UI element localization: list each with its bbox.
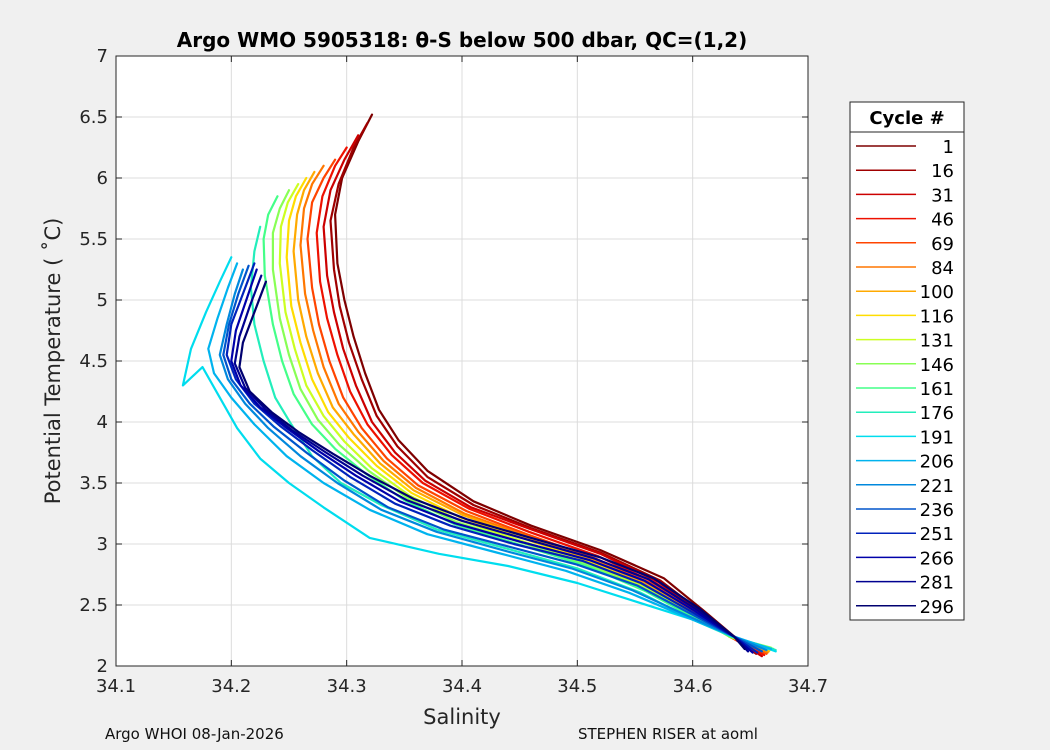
series-line-cycle-296 xyxy=(238,280,746,650)
x-tick-label: 34.7 xyxy=(788,676,828,697)
series-line-cycle-100 xyxy=(292,170,770,653)
legend-entries: 1163146698410011613114616117619120622123… xyxy=(856,137,954,618)
y-tick-label: 5 xyxy=(97,290,108,311)
x-tick-label: 34.1 xyxy=(96,676,136,697)
series-layer xyxy=(181,113,777,658)
series-line-cycle-69 xyxy=(306,158,768,655)
axis-ticks: 34.1 34.2 34.3 34.4 34.5 34.6 34.7 2 2.5 3 3.5 4 4.5… xyxy=(79,46,828,697)
legend-label: 296 xyxy=(920,597,954,618)
series-line-cycle-251 xyxy=(225,262,759,654)
legend-label: 236 xyxy=(920,500,954,521)
legend-label: 116 xyxy=(920,306,954,327)
series-line-cycle-16 xyxy=(329,122,758,655)
x-tick-label: 34.5 xyxy=(557,676,597,697)
y-tick-label: 2 xyxy=(97,656,108,677)
series-line-cycle-281 xyxy=(233,274,750,653)
y-tick-label: 6.5 xyxy=(79,107,108,128)
x-tick-label: 34.6 xyxy=(673,676,713,697)
legend-label: 69 xyxy=(931,234,954,255)
gridlines xyxy=(116,56,808,666)
legend-label: 176 xyxy=(920,403,954,424)
legend-label: 46 xyxy=(931,210,954,231)
y-tick-label: 4.5 xyxy=(79,351,108,372)
legend-label: 221 xyxy=(920,476,954,497)
y-tick-label: 6 xyxy=(97,168,108,189)
legend-label: 281 xyxy=(920,573,954,594)
series-line-cycle-191 xyxy=(181,256,777,653)
series-line-cycle-266 xyxy=(230,268,754,654)
series-line-cycle-131 xyxy=(278,183,773,650)
legend-label: 266 xyxy=(920,548,954,569)
legend-label: 131 xyxy=(920,331,954,352)
legend-label: 100 xyxy=(920,282,954,303)
y-axis-label: Potential Temperature ( ˚C) xyxy=(41,218,65,505)
legend-label: 16 xyxy=(931,161,954,182)
series-line-cycle-161 xyxy=(262,195,775,650)
series-line-cycle-221 xyxy=(218,268,768,652)
legend-label: 146 xyxy=(920,355,954,376)
legend-label: 84 xyxy=(931,258,954,279)
legend-title: Cycle # xyxy=(869,108,944,129)
chart-title: Argo WMO 5905318: θ-S below 500 dbar, QC… xyxy=(177,28,747,52)
x-axis-label: Salinity xyxy=(423,705,501,729)
legend: Cycle # 11631466984100116131146161176191… xyxy=(849,101,965,621)
y-tick-label: 3 xyxy=(97,534,108,555)
x-tick-label: 34.4 xyxy=(442,676,482,697)
legend-label: 206 xyxy=(920,452,954,473)
y-tick-label: 2.5 xyxy=(79,595,108,616)
legend-label: 161 xyxy=(920,379,954,400)
legend-label: 1 xyxy=(943,137,954,158)
x-tick-label: 34.2 xyxy=(211,676,251,697)
legend-label: 31 xyxy=(931,185,954,206)
footer-credit: STEPHEN RISER at aoml xyxy=(578,725,758,743)
y-tick-label: 7 xyxy=(97,46,108,67)
y-tick-label: 3.5 xyxy=(79,473,108,494)
footer-source-date: Argo WHOI 08-Jan-2026 xyxy=(105,725,284,743)
series-line-cycle-1 xyxy=(334,113,758,653)
x-tick-label: 34.3 xyxy=(327,676,367,697)
series-line-cycle-206 xyxy=(207,262,773,650)
legend-label: 191 xyxy=(920,427,954,448)
legend-label: 251 xyxy=(920,524,954,545)
series-line-cycle-236 xyxy=(222,264,763,653)
y-tick-label: 4 xyxy=(97,412,108,433)
y-tick-label: 5.5 xyxy=(79,229,108,250)
